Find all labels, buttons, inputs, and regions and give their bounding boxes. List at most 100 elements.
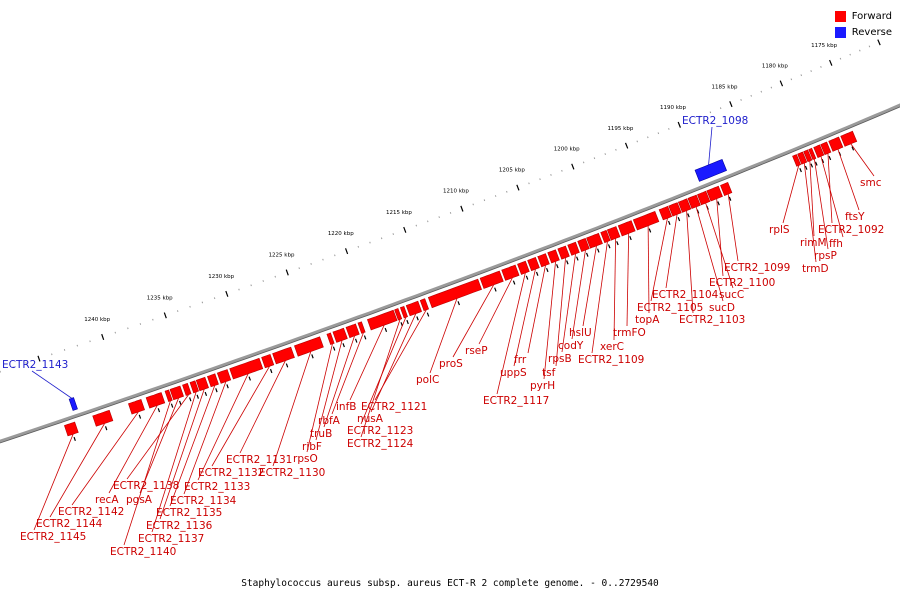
forward-gene[interactable] [658,205,673,221]
forward-gene[interactable] [606,226,621,241]
forward-gene[interactable] [547,249,560,264]
forward-gene[interactable] [687,194,701,209]
forward-gene-label[interactable]: rplS [769,224,790,236]
forward-gene-label[interactable]: ECTR2_1092 [818,224,884,236]
forward-gene-label[interactable]: hslU [569,327,592,339]
forward-gene-label[interactable]: ECTR2_1131 [226,454,292,466]
forward-gene-label[interactable]: ECTR2_1142 [58,506,124,518]
forward-gene[interactable] [216,369,232,384]
forward-gene-label[interactable]: ECTR2_1121 [361,401,427,413]
forward-gene[interactable] [517,260,530,275]
forward-gene[interactable] [668,202,682,217]
forward-gene-label[interactable]: ECTR2_1099 [724,262,790,274]
forward-gene[interactable] [501,264,520,281]
forward-gene-label[interactable]: proS [439,358,463,370]
forward-gene[interactable] [169,385,184,401]
forward-gene-label[interactable]: truB [310,428,332,440]
forward-gene[interactable] [427,278,482,309]
forward-gene[interactable] [164,389,173,403]
forward-gene[interactable] [840,130,858,147]
forward-gene[interactable] [537,253,550,268]
forward-gene-label[interactable]: uppS [500,367,527,379]
forward-gene[interactable] [326,332,335,346]
forward-gene[interactable] [792,154,802,167]
forward-gene-label[interactable]: ffh [829,238,843,250]
forward-gene-label[interactable]: frr [514,354,527,366]
forward-gene[interactable] [617,220,636,237]
forward-gene-label[interactable]: codY [558,340,584,352]
forward-gene-label[interactable]: polC [416,374,439,386]
forward-gene[interactable] [419,298,429,312]
forward-gene[interactable] [64,421,79,437]
forward-gene-label[interactable]: ECTR2_1117 [483,395,549,407]
forward-gene[interactable] [586,232,603,249]
forward-gene-label[interactable]: trmFO [613,327,646,339]
forward-gene[interactable] [813,144,825,158]
forward-gene[interactable] [808,147,817,161]
forward-gene[interactable] [128,399,145,415]
forward-gene[interactable] [577,238,590,252]
forward-gene[interactable] [527,257,540,272]
forward-gene-label[interactable]: ECTR2_1136 [146,520,213,532]
forward-gene[interactable] [189,380,199,394]
forward-gene[interactable] [600,229,611,244]
forward-gene-label[interactable]: smc [860,177,882,189]
forward-gene[interactable] [195,376,209,392]
forward-gene-label[interactable]: nusA [357,413,384,425]
forward-gene[interactable] [706,185,723,202]
forward-gene-label[interactable]: sucD [709,302,735,314]
forward-gene[interactable] [261,354,275,369]
forward-gene-label[interactable]: recA [95,494,119,506]
forward-gene-label[interactable]: rpsO [293,453,318,465]
forward-gene[interactable] [697,190,711,206]
forward-gene-label[interactable]: ECTR2_1132 [198,467,264,479]
forward-gene[interactable] [720,182,733,196]
forward-gene-label[interactable]: ECTR2_1109 [578,354,644,366]
forward-gene-label[interactable]: rseP [465,345,488,357]
forward-gene-label[interactable]: ECTR2_1130 [259,467,325,479]
forward-gene[interactable] [145,392,166,409]
forward-gene-label[interactable]: ftsY [845,211,865,223]
forward-gene-label[interactable]: ECTR2_1133 [184,481,250,493]
forward-gene-label[interactable]: ECTR2_1140 [110,546,176,558]
forward-gene[interactable] [394,308,403,321]
forward-gene-label[interactable]: ECTR2_1104 [652,289,719,301]
forward-gene-label[interactable]: pyrH [530,380,555,392]
forward-gene[interactable] [357,321,366,334]
forward-gene-label[interactable]: ECTR2_1100 [709,277,775,289]
forward-gene[interactable] [399,305,408,319]
forward-gene-label[interactable]: ECTR2_1105 [637,302,703,314]
forward-gene[interactable] [182,383,192,396]
forward-gene[interactable] [803,149,813,163]
forward-gene-label[interactable]: ECTR2_1134 [170,495,237,507]
forward-gene-label[interactable]: ECTR2_1138 [113,480,179,492]
forward-gene[interactable] [294,336,324,357]
forward-gene-label[interactable]: trmD [802,263,829,275]
forward-gene[interactable] [345,323,360,339]
forward-gene[interactable] [367,309,398,331]
reverse-gene[interactable] [68,397,78,411]
forward-gene-label[interactable]: sucC [719,289,744,301]
reverse-gene-label[interactable]: ECTR2_1098 [682,115,748,127]
reverse-gene[interactable] [694,159,727,182]
forward-gene-label[interactable]: ribF [302,441,322,453]
forward-gene[interactable] [405,300,422,317]
forward-gene[interactable] [557,245,570,260]
forward-gene-label[interactable]: ECTR2_1123 [347,425,413,437]
forward-gene-label[interactable]: rbfA [318,415,341,427]
forward-gene-label[interactable]: ECTR2_1135 [156,507,222,519]
forward-gene-label[interactable]: xerC [600,341,624,353]
forward-gene[interactable] [332,327,348,343]
forward-gene[interactable] [567,241,580,256]
forward-gene[interactable] [677,198,692,213]
forward-gene[interactable] [820,141,832,156]
forward-gene[interactable] [92,409,114,427]
forward-gene-label[interactable]: ECTR2_1103 [679,314,745,326]
forward-gene[interactable] [479,270,504,289]
forward-gene-label[interactable]: rimM [800,237,827,249]
forward-gene-label[interactable]: rpsP [814,250,837,262]
reverse-gene-label[interactable]: ECTR2_1143 [2,359,68,371]
forward-gene-label[interactable]: ECTR2_1124 [347,438,414,450]
forward-gene-label[interactable]: infB [336,401,356,413]
forward-gene-label[interactable]: ECTR2_1145 [20,531,86,543]
